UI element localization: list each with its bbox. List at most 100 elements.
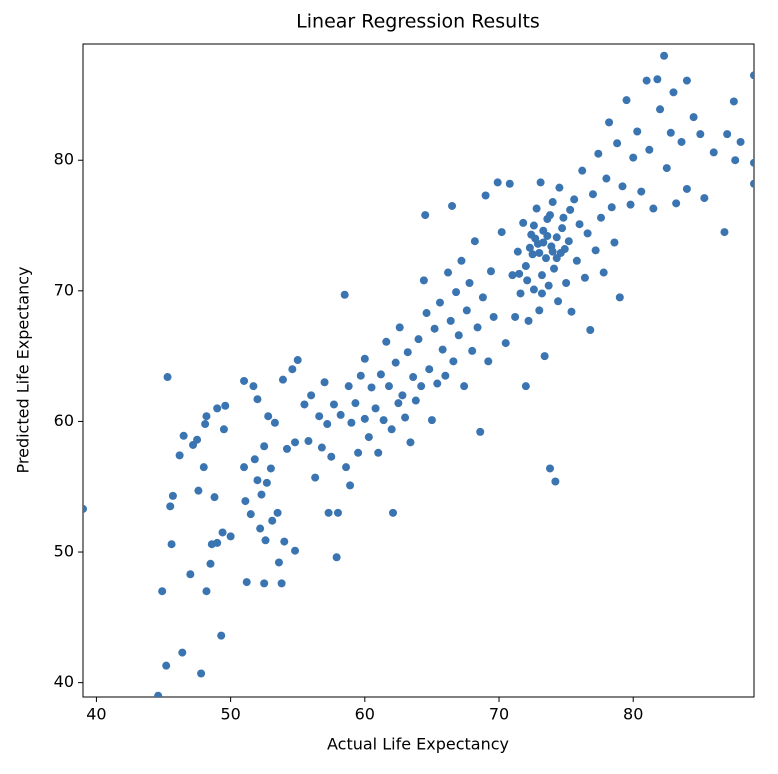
point [551, 477, 560, 486]
point [217, 631, 226, 640]
point [570, 195, 579, 204]
point [567, 307, 576, 316]
point [391, 358, 400, 367]
point [307, 391, 316, 400]
point [409, 373, 418, 382]
point [336, 410, 345, 419]
y-tick-label: 50 [54, 542, 74, 561]
point [364, 433, 373, 442]
point [460, 382, 469, 391]
point [242, 578, 251, 587]
point [360, 354, 369, 363]
point [457, 256, 466, 265]
point [613, 139, 622, 148]
point [750, 179, 754, 188]
point [324, 508, 333, 517]
point [552, 254, 561, 263]
point [221, 401, 230, 410]
point [731, 156, 740, 165]
point [379, 416, 388, 425]
point [682, 76, 691, 85]
point [720, 228, 729, 237]
point [427, 416, 436, 425]
point [666, 128, 675, 137]
point [672, 199, 681, 208]
point [489, 312, 498, 321]
point [226, 532, 235, 541]
point [163, 373, 172, 382]
point [544, 281, 553, 290]
point [580, 273, 589, 282]
point [501, 339, 510, 348]
point [535, 306, 544, 315]
point [508, 271, 517, 280]
point [444, 268, 453, 277]
point [470, 237, 479, 246]
point [291, 438, 300, 447]
point [240, 463, 249, 472]
point [515, 269, 524, 278]
point [536, 178, 545, 187]
point [354, 448, 363, 457]
point [257, 490, 266, 499]
point [356, 371, 365, 380]
point [266, 464, 275, 473]
point [660, 51, 669, 60]
point [597, 213, 606, 222]
point [273, 508, 282, 517]
point [288, 365, 297, 374]
point [462, 306, 471, 315]
point [521, 382, 530, 391]
point [525, 243, 534, 252]
point [253, 476, 262, 485]
point [340, 290, 349, 299]
point [537, 271, 546, 280]
point [602, 174, 611, 183]
point [653, 75, 662, 84]
point [736, 137, 745, 146]
point [327, 452, 336, 461]
point [605, 118, 614, 127]
point [371, 404, 380, 413]
point [446, 316, 455, 325]
point [154, 691, 163, 697]
point [166, 502, 175, 511]
point [270, 418, 279, 427]
point [626, 200, 635, 209]
point [300, 400, 309, 409]
point [588, 190, 597, 199]
x-tick-label: 60 [355, 705, 375, 724]
point [529, 221, 538, 230]
point [277, 579, 286, 588]
point [497, 228, 506, 237]
point [421, 211, 430, 220]
point [473, 323, 482, 332]
point [572, 256, 581, 265]
point [387, 425, 396, 434]
point [417, 382, 426, 391]
point [411, 396, 420, 405]
point [280, 537, 289, 546]
point [594, 149, 603, 158]
point [344, 382, 353, 391]
point [642, 76, 651, 85]
point [523, 276, 532, 285]
point [320, 378, 329, 387]
x-tick-label: 50 [220, 705, 240, 724]
point [179, 431, 188, 440]
point [202, 587, 211, 596]
point [438, 345, 447, 354]
point [559, 213, 568, 222]
point [505, 179, 514, 188]
point [178, 648, 187, 657]
point [662, 164, 671, 173]
point [199, 463, 208, 472]
x-tick-label: 40 [86, 705, 106, 724]
point [529, 285, 538, 294]
point [519, 218, 528, 227]
point [535, 248, 544, 257]
point [750, 158, 754, 167]
point [550, 264, 559, 273]
point [484, 357, 493, 366]
point [546, 211, 555, 220]
